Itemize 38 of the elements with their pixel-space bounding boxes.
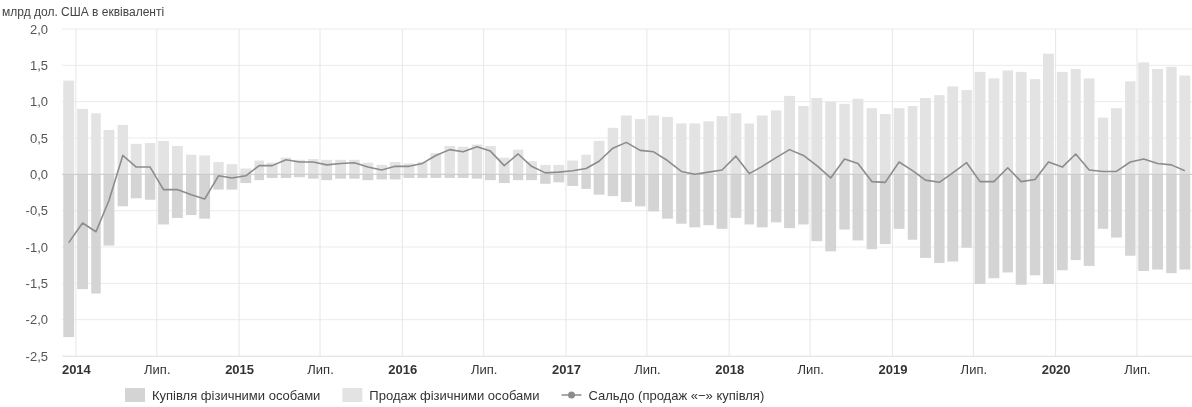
legend-label: Купівля фізичними особами xyxy=(152,388,321,403)
y-axis-title: млрд дол. США в еквіваленті xyxy=(2,5,165,19)
x-tick-label: 2017 xyxy=(552,362,581,378)
y-tick-label: 0,5 xyxy=(29,130,48,146)
x-tick-label: 2019 xyxy=(878,362,908,378)
y-tick-label: 0,0 xyxy=(29,166,48,182)
x-tick-label: 2020 xyxy=(1041,362,1071,378)
bar xyxy=(171,145,183,175)
x-tick-label: Лип. xyxy=(144,362,171,378)
legend-label: Продаж фізичними особами xyxy=(369,388,540,403)
x-tick-label: Лип. xyxy=(1124,362,1151,378)
line-series xyxy=(67,141,1186,244)
x-tick-label: Лип. xyxy=(470,362,498,378)
bar xyxy=(186,154,197,175)
x-tick-label: Лип. xyxy=(307,362,334,378)
x-tick-label: Лип. xyxy=(960,362,988,378)
bar xyxy=(130,143,142,175)
x-tick-label: 2014 xyxy=(61,362,92,378)
bar xyxy=(457,146,469,175)
bar xyxy=(444,145,455,175)
y-tick-label: 2,0 xyxy=(29,21,48,37)
x-tick-label: Лип. xyxy=(797,362,824,378)
legend-label: Сальдо (продаж «−» купівля) xyxy=(588,388,765,403)
bar xyxy=(213,161,224,175)
bar xyxy=(199,155,211,175)
y-tick-label: 1,5 xyxy=(29,57,48,73)
bar xyxy=(430,153,442,175)
x-tick-label: 2018 xyxy=(715,362,745,378)
x-tick-label: 2016 xyxy=(388,362,418,378)
x-tick-label: Лип. xyxy=(634,362,661,378)
y-tick-label: -2,5 xyxy=(25,348,48,364)
y-tick-label: -1,0 xyxy=(25,239,48,255)
y-tick-label: -1,5 xyxy=(25,275,48,291)
y-tick-label: -2,0 xyxy=(25,312,48,328)
x-tick-label: 2015 xyxy=(225,362,255,378)
y-tick-label: 1,0 xyxy=(29,94,48,110)
bar xyxy=(581,154,591,175)
y-tick-label: -0,5 xyxy=(25,203,48,219)
